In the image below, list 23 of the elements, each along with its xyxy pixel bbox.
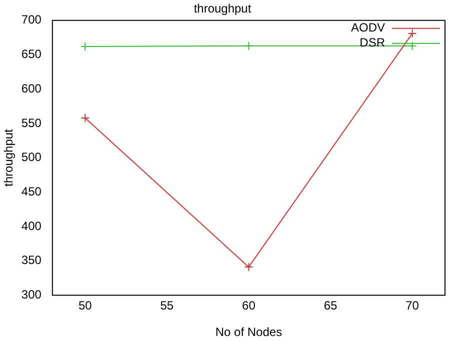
x-tick-label: 65 [324, 298, 338, 313]
point [244, 41, 254, 50]
point [408, 28, 417, 38]
point [408, 41, 417, 50]
legend-label: AODV [350, 20, 385, 35]
y-axis-title: throughput [2, 128, 16, 186]
y-tick-label: 400 [21, 218, 42, 233]
x-tick-label: 70 [406, 298, 420, 313]
x-axis-title: No of Nodes [215, 325, 282, 340]
y-tick-label: 350 [21, 253, 42, 268]
point [244, 262, 254, 272]
y-tick-label: 600 [21, 81, 42, 96]
y-tick-label: 700 [21, 12, 42, 27]
y-tick-label: 650 [21, 47, 42, 62]
y-tick-label: 300 [21, 288, 42, 302]
x-tick-label: 50 [78, 298, 92, 313]
y-tick-label: 500 [21, 150, 42, 164]
y-tick-label: 450 [21, 184, 42, 198]
x-tick-label: 55 [160, 298, 174, 313]
y-tick-label: 550 [21, 116, 42, 130]
point [80, 113, 90, 122]
x-tick-label: 60 [242, 298, 256, 313]
chart-title: throughput [194, 2, 252, 16]
